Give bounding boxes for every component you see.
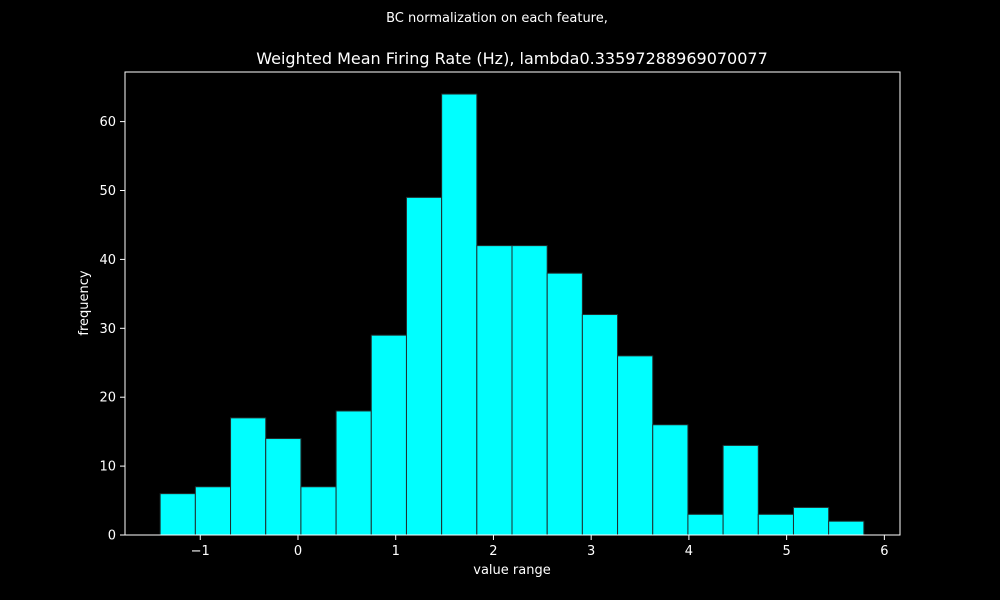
x-tick-label: 1 xyxy=(392,544,400,559)
histogram-bar xyxy=(194,486,232,536)
histogram-bar xyxy=(546,272,583,536)
y-tick-label: 20 xyxy=(99,391,116,406)
y-tick-label: 50 xyxy=(99,184,116,199)
y-tick-label: 30 xyxy=(99,322,116,337)
histogram-bar xyxy=(335,410,372,536)
x-tick-label: 6 xyxy=(880,544,888,559)
histogram-bar xyxy=(370,334,407,536)
histogram-bar xyxy=(441,93,478,536)
x-tick-label: 5 xyxy=(782,544,790,559)
axes-frame xyxy=(124,71,901,536)
histogram-bar xyxy=(722,444,759,536)
histogram-bar xyxy=(476,245,513,536)
x-tick-label: −1 xyxy=(191,544,210,559)
x-axis-ticks: −1 0 1 2 3 4 5 6 xyxy=(191,535,889,559)
y-axis-label: frequency xyxy=(77,270,92,336)
histogram-bar xyxy=(265,438,302,536)
histogram-bar xyxy=(581,314,619,536)
y-tick-label: 60 xyxy=(99,115,116,130)
x-tick-label: 3 xyxy=(587,544,595,559)
bars-group xyxy=(159,93,865,536)
histogram-bar xyxy=(511,245,548,536)
histogram-bar xyxy=(828,520,865,536)
chart-suptitle: BC normalization on each feature, xyxy=(386,11,608,26)
histogram-bar xyxy=(159,493,196,536)
histogram-bar xyxy=(300,486,337,536)
histogram-bar xyxy=(617,355,654,536)
y-axis-ticks: 0 10 20 30 40 50 60 xyxy=(99,115,125,544)
x-tick-label: 4 xyxy=(685,544,693,559)
histogram-bar xyxy=(792,506,830,536)
chart-title: Weighted Mean Firing Rate (Hz), lambda0.… xyxy=(256,49,768,68)
x-tick-label: 0 xyxy=(294,544,302,559)
y-tick-label: 0 xyxy=(108,529,116,544)
histogram-bar xyxy=(652,424,689,536)
histogram-bar xyxy=(230,417,267,536)
histogram-bar xyxy=(757,513,794,536)
histogram-bar xyxy=(405,196,443,536)
x-tick-label: 2 xyxy=(489,544,497,559)
y-tick-label: 10 xyxy=(99,460,116,475)
y-tick-label: 40 xyxy=(99,253,116,268)
x-axis-label: value range xyxy=(473,563,550,578)
histogram-bar xyxy=(687,513,724,536)
